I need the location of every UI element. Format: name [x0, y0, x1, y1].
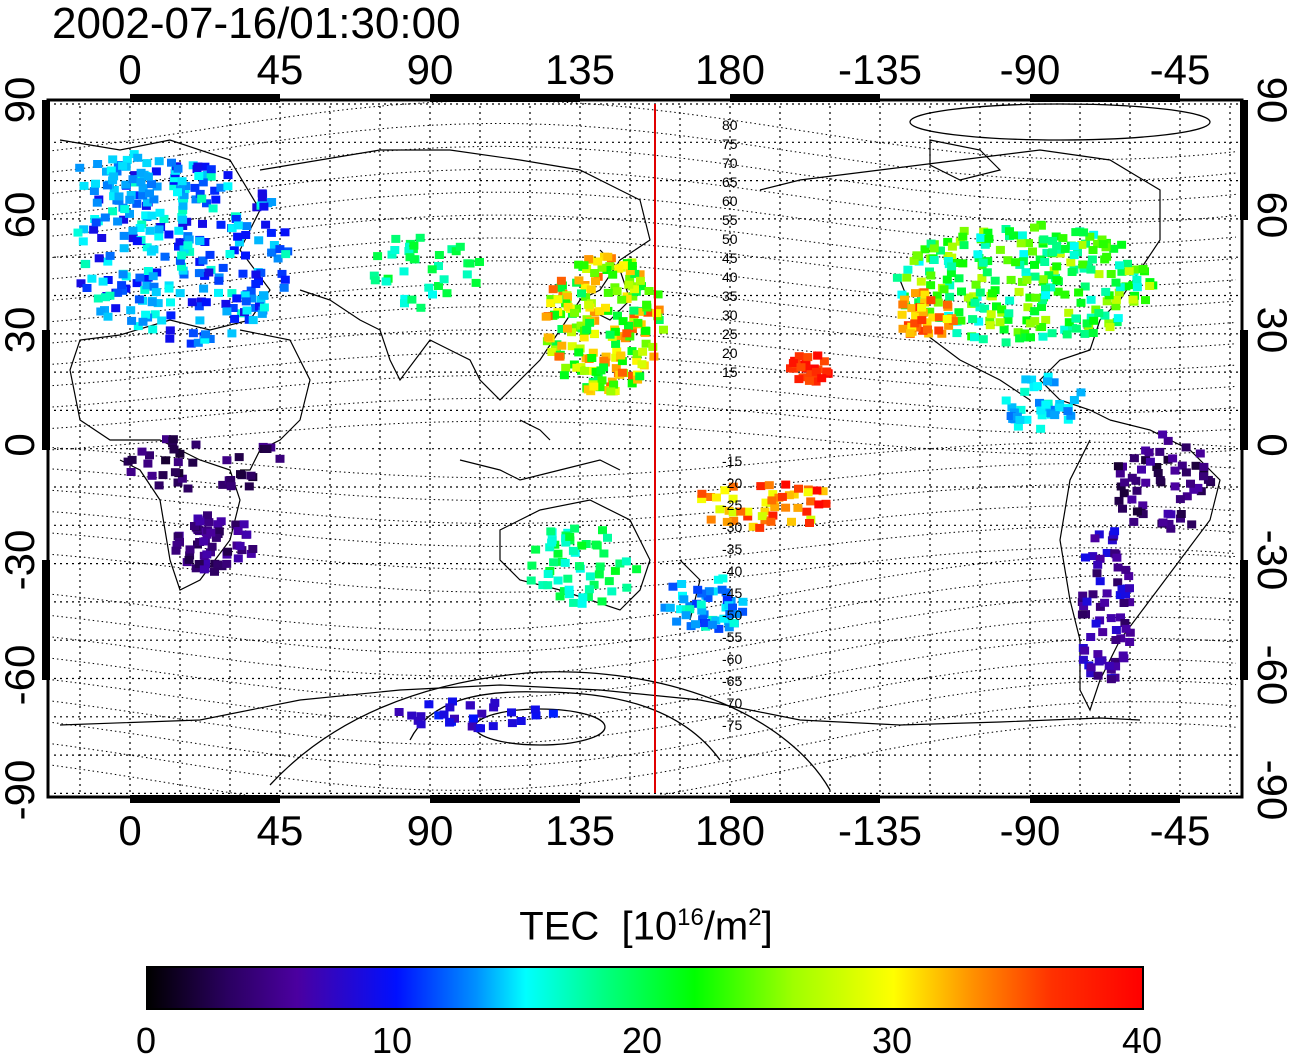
lat-tick-left: 0: [0, 433, 43, 456]
lat-tick-left: 90: [0, 77, 43, 124]
lon-tick-bottom: 90: [407, 807, 454, 854]
colorbar-tick-40: 40: [1122, 1020, 1163, 1061]
lat-tick-left: -60: [0, 645, 43, 706]
colorbar: [146, 966, 1144, 1010]
lat-tick-right: 60: [1249, 192, 1292, 239]
contour-label: 40: [722, 269, 738, 285]
colorbar-tick-10: 10: [372, 1020, 413, 1061]
contour-label: -55: [722, 629, 742, 645]
lat-tick-right: 90: [1249, 77, 1292, 124]
lon-tick-top: 180: [695, 46, 765, 93]
colorbar-tick-20: 20: [622, 1020, 663, 1061]
lon-tick-top: 45: [257, 46, 304, 93]
contour-label: 75: [722, 136, 738, 152]
colorbar-tick-30: 30: [872, 1020, 913, 1061]
contour-label: 60: [722, 193, 738, 209]
lat-tick-right: -30: [1249, 530, 1292, 591]
contour-label: -45: [722, 585, 742, 601]
top-longitude-ticks: 0 45 90 135 180 -135 -90 -45: [118, 46, 1210, 93]
contour-label: -65: [722, 673, 742, 689]
lon-tick-top: -90: [1000, 46, 1061, 93]
lon-tick-bottom: 45: [257, 807, 304, 854]
lat-tick-right: 0: [1249, 433, 1292, 456]
lon-tick-bottom: -90: [1000, 807, 1061, 854]
tec-observations: [73, 150, 1216, 733]
contour-label: -70: [722, 695, 742, 711]
lat-tick-left: -30: [0, 530, 43, 591]
graticule: [50, 102, 1240, 795]
lat-tick-right: 30: [1249, 307, 1292, 354]
contour-label: -60: [722, 651, 742, 667]
contour-label: 65: [722, 174, 738, 190]
lon-tick-top: 0: [118, 46, 141, 93]
contour-label: 25: [722, 326, 738, 342]
contour-label: 20: [722, 345, 738, 361]
contour-label: 50: [722, 231, 738, 247]
contour-label: -25: [722, 497, 742, 513]
lon-tick-top: -45: [1150, 46, 1211, 93]
lat-tick-right: -90: [1249, 760, 1292, 821]
contour-label: -30: [722, 519, 742, 535]
contour-label: 45: [722, 250, 738, 266]
contour-label: -35: [722, 541, 742, 557]
lon-tick-top: 90: [407, 46, 454, 93]
right-latitude-ticks: 90 60 30 0 -30 -60 -90: [1249, 77, 1292, 821]
contour-label: -15: [722, 453, 742, 469]
lon-tick-bottom: -45: [1150, 807, 1211, 854]
contour-label: 80: [722, 117, 738, 133]
lat-tick-left: 60: [0, 192, 43, 239]
lat-tick-left: -90: [0, 760, 43, 821]
contour-label: -50: [722, 607, 742, 623]
contour-label: -40: [722, 563, 742, 579]
lon-tick-bottom: 180: [695, 807, 765, 854]
lon-tick-bottom: -135: [838, 807, 922, 854]
contour-label: 30: [722, 307, 738, 323]
contour-labels: 80 75 70 65 60 55 50 45 40 35 30 25 20 15 -15 -20 -25 -30…: [722, 117, 742, 733]
map-timestamp: 2002-07-16/01:30:00: [52, 0, 461, 48]
contour-label: 70: [722, 155, 738, 171]
contour-label: -20: [722, 475, 742, 491]
contour-label: -75: [722, 717, 742, 733]
contour-label: 15: [722, 364, 738, 380]
colorbar-tick-0: 0: [136, 1020, 157, 1061]
left-latitude-ticks: 90 60 30 0 -30 -60 -90: [0, 77, 43, 821]
lon-tick-bottom: 0: [118, 807, 141, 854]
lon-tick-top: 135: [545, 46, 615, 93]
contour-label: 55: [722, 212, 738, 228]
lon-tick-bottom: 135: [545, 807, 615, 854]
colorbar-title: TEC [1016/m2]: [519, 904, 773, 949]
lat-tick-right: -60: [1249, 645, 1292, 706]
tec-world-map: 80 75 70 65 60 55 50 45 40 35 30 25 20 15 -15 -20 -25 -30…: [0, 46, 1292, 854]
bottom-longitude-ticks: 0 45 90 135 180 -135 -90 -45: [118, 807, 1210, 854]
contour-label: 35: [722, 288, 738, 304]
lat-tick-left: 30: [0, 307, 43, 354]
lon-tick-top: -135: [838, 46, 922, 93]
